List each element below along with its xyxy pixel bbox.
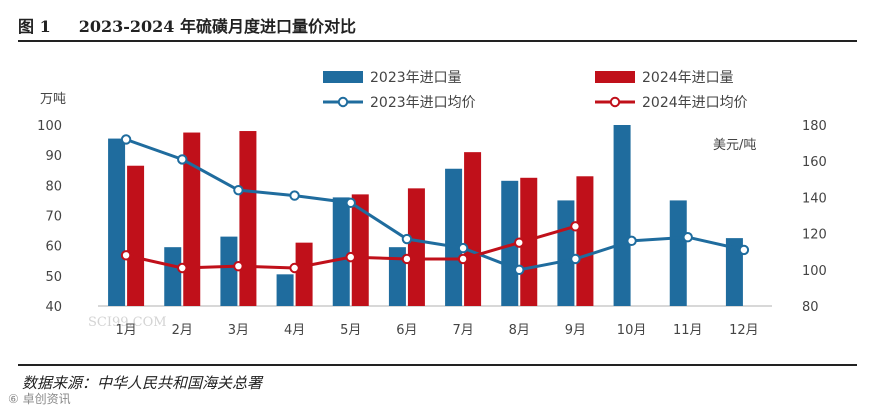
legend-2023-volume-label: 2023年进口量 (370, 70, 462, 86)
left-tick-label: 70 (45, 210, 62, 225)
bar-2024-volume (127, 165, 145, 306)
bar-2024-volume (464, 152, 482, 306)
bar-2023-volume (501, 180, 519, 306)
legend-2024-price-label: 2024年进口均价 (642, 95, 748, 111)
point-2024-price (177, 262, 188, 274)
bar-2024-volume (183, 132, 201, 306)
line-2023-price (125, 138, 745, 272)
left-tick-label: 50 (45, 270, 62, 285)
legend-2023-price-marker (337, 96, 349, 108)
point-2024-price (233, 260, 244, 272)
bar-2023-volume (276, 274, 294, 306)
point-2024-price (514, 237, 525, 248)
x-tick-label: 5月 (340, 323, 361, 338)
point-2024-price (457, 253, 469, 265)
legend-2024-volume-label: 2024年进口量 (642, 70, 734, 86)
point-2024-price (401, 253, 413, 265)
point-2023-price (120, 134, 132, 145)
x-tick-label: 4月 (284, 323, 305, 338)
bar-2023-volume (108, 138, 126, 306)
right-tick-label: 80 (802, 300, 819, 315)
legend-2023-price-label: 2023年进口均价 (370, 95, 476, 111)
right-tick-label: 140 (802, 191, 827, 206)
point-2023-price (177, 154, 188, 165)
point-2023-price (233, 184, 244, 196)
point-2023-price (626, 235, 637, 247)
point-2023-price (401, 233, 413, 245)
left-tick-label: 60 (45, 240, 62, 255)
bar-2023-volume (613, 125, 631, 306)
point-2023-price (457, 242, 469, 254)
legend-2023-volume-swatch (323, 71, 363, 83)
figure-label: 图 1 (18, 17, 51, 36)
x-tick-label: 1月 (115, 323, 136, 338)
bar-2024-volume (239, 131, 257, 306)
chart-watermark: SCI99.COM (88, 315, 167, 330)
chart-title: 2023-2024 年硫磺月度进口量价对比 (78, 17, 356, 36)
bar-2023-volume (445, 168, 463, 306)
right-tick-label: 100 (802, 264, 827, 279)
point-2023-price (682, 232, 693, 243)
left-tick-label: 100 (37, 119, 62, 134)
bar-2023-volume (220, 236, 238, 306)
point-2023-price (289, 190, 300, 201)
right-tick-label: 160 (802, 155, 827, 170)
bar-2023-volume (388, 247, 406, 306)
bar-2023-volume (164, 247, 182, 306)
point-2024-price (289, 262, 300, 274)
left-axis-unit: 万吨 (40, 92, 66, 107)
bar-2024-volume (351, 194, 369, 306)
point-2023-price (738, 244, 750, 256)
bar-2024-volume (295, 242, 313, 306)
x-tick-label: 9月 (565, 323, 586, 338)
right-tick-label: 120 (802, 228, 827, 243)
bar-2024-volume (576, 176, 594, 306)
x-tick-label: 12月 (729, 323, 759, 338)
x-tick-label: 8月 (509, 323, 530, 338)
x-tick-label: 7月 (452, 323, 473, 338)
left-tick-label: 40 (45, 300, 62, 315)
publisher-watermark: ⑥ 卓创资讯 (8, 392, 71, 406)
bar-2024-volume (520, 177, 538, 306)
point-2023-price (514, 264, 525, 275)
right-tick-label: 180 (802, 119, 827, 134)
bar-2024-volume (407, 188, 425, 306)
x-tick-label: 6月 (396, 323, 417, 338)
left-tick-label: 80 (45, 179, 62, 194)
bottom-divider (18, 364, 857, 366)
data-source-note: 数据来源：中华人民共和国海关总署 (22, 374, 263, 392)
x-tick-label: 10月 (617, 323, 647, 338)
x-tick-label: 11月 (673, 323, 703, 338)
bar-2023-volume (557, 200, 575, 306)
x-tick-label: 2月 (172, 323, 193, 338)
right-axis-unit: 美元/吨 (713, 138, 756, 153)
point-2023-price (570, 253, 581, 265)
left-tick-label: 90 (45, 149, 62, 164)
legend-2024-price-marker (609, 96, 621, 108)
bar-2023-volume (725, 238, 743, 306)
bar-2023-volume (669, 200, 687, 306)
chart-title-bar: 图 1 2023-2024 年硫磺月度进口量价对比 (18, 10, 857, 42)
x-tick-label: 3月 (228, 323, 249, 338)
point-2023-price (345, 197, 356, 209)
bar-2023-volume (332, 197, 350, 306)
legend-2024-volume-swatch (595, 71, 635, 83)
point-2024-price (570, 221, 581, 232)
point-2024-price (345, 251, 356, 263)
point-2024-price (120, 250, 132, 261)
